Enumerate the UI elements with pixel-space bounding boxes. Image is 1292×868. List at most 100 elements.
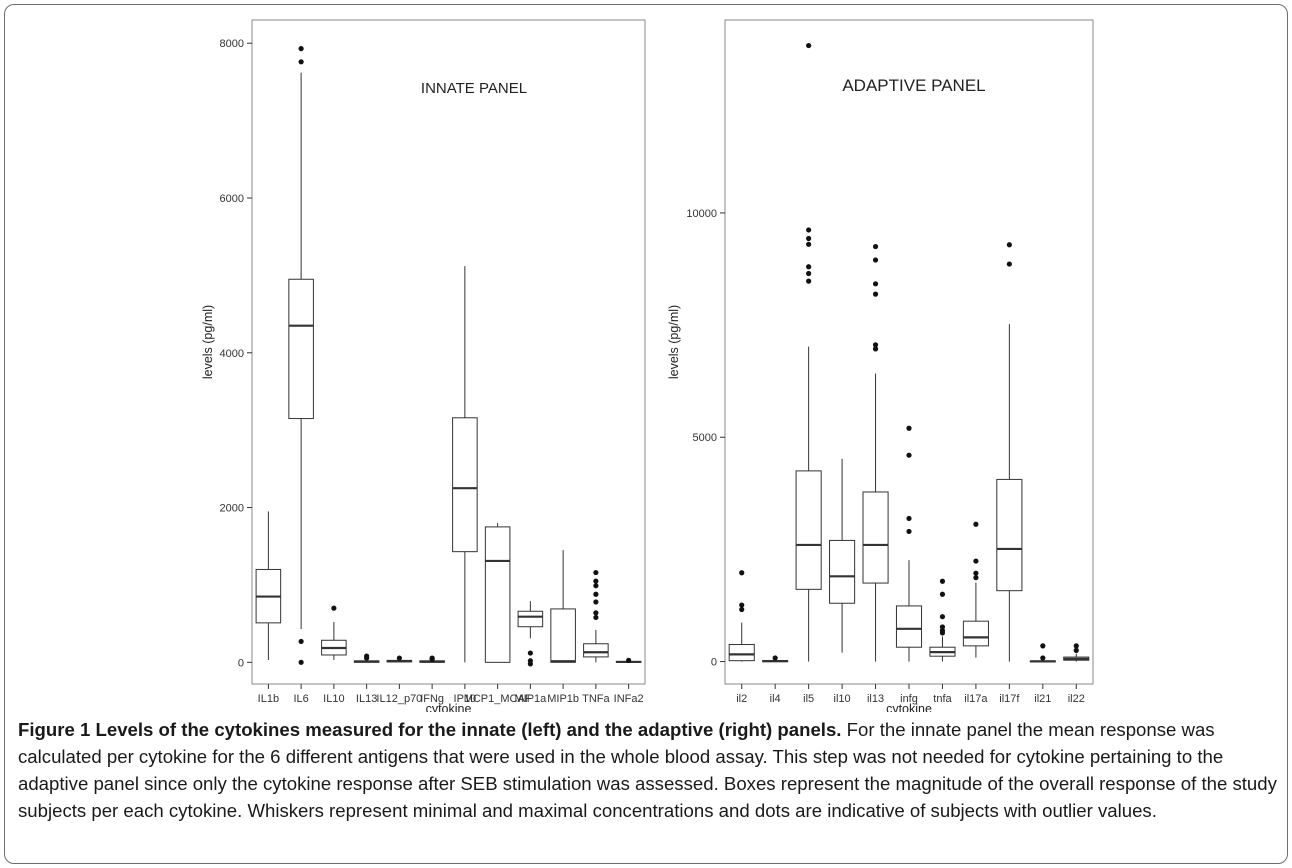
caption-body: For the innate panel the mean response w… (18, 719, 1277, 821)
outlier-point (527, 661, 533, 667)
outlier-point (396, 655, 402, 661)
box-il10 (829, 458, 856, 653)
outlier-point (739, 570, 745, 576)
x-tick-label: MIP1b (547, 693, 579, 705)
box-infg (895, 425, 923, 662)
y-tick-label: 0 (238, 657, 244, 669)
outlier-point (939, 624, 946, 630)
box-il4 (762, 655, 789, 663)
x-tick-label: IL1b (258, 693, 279, 705)
outlier-point (872, 257, 879, 263)
box-iqr (829, 539, 856, 604)
outlier-point (593, 578, 599, 584)
outlier-point (872, 346, 879, 352)
box-iqr (288, 278, 314, 420)
outlier-point (806, 264, 812, 270)
x-tick-label: IFNg (420, 693, 444, 705)
box-TNFa (583, 569, 609, 663)
outlier-point (806, 270, 812, 277)
outlier-point (1040, 643, 1046, 649)
outlier-point (939, 614, 946, 620)
outlier-point (527, 650, 533, 656)
x-tick-label: il5 (803, 693, 814, 705)
y-tick-label: 0 (711, 657, 717, 669)
box-il17f (996, 242, 1023, 662)
box-IL6 (288, 46, 314, 665)
outlier-point (1073, 647, 1079, 653)
outlier-point (973, 575, 979, 581)
x-tick-label: MIP1a (514, 693, 547, 705)
x-tick-label: TNFa (582, 693, 610, 705)
outlier-point (906, 515, 912, 522)
outlier-point (739, 602, 745, 608)
x-tick-label: IL10 (323, 693, 344, 705)
box-iqr (452, 417, 478, 553)
y-tick-label: 6000 (220, 193, 244, 205)
box-il22 (1063, 643, 1090, 662)
y-tick-label: 2000 (220, 503, 244, 515)
outlier-point (906, 425, 912, 431)
outlier-point (806, 278, 812, 284)
box-il13 (862, 243, 889, 662)
box-iqr (517, 610, 544, 628)
box-il17a (962, 521, 989, 658)
x-tick-label: tnfa (933, 693, 952, 705)
outlier-point (1073, 643, 1079, 649)
outlier-point (429, 656, 435, 662)
box-iqr (728, 644, 755, 662)
outlier-point (739, 606, 745, 613)
box-IL10 (321, 605, 347, 661)
box-iqr (795, 470, 822, 590)
chart-panel-1: 0 2000 4000 6000 8000 INNATE PANEL cytokine lev… (201, 19, 646, 712)
plot-border (251, 19, 646, 685)
outlier-point (593, 599, 599, 605)
x-tick-label: il13 (867, 693, 884, 705)
figure-frame (4, 4, 1288, 864)
x-tick-label: il21 (1034, 693, 1051, 705)
x-tick-label: INFa2 (614, 693, 644, 705)
box-MIP1a (517, 601, 544, 667)
y-axis-label: levels (pg/ml) (201, 305, 215, 379)
outlier-point (1040, 655, 1046, 661)
x-tick-label: il17a (964, 693, 988, 705)
outlier-point (298, 46, 304, 52)
box-IFNg (419, 655, 445, 663)
outlier-point (872, 291, 879, 297)
outlier-point (298, 59, 304, 65)
outlier-point (973, 570, 979, 576)
box-iqr (484, 526, 511, 663)
box-tnfa (929, 578, 956, 662)
outlier-point (939, 630, 946, 636)
box-IL12_p70 (386, 655, 413, 663)
box-il2 (728, 570, 755, 662)
x-tick-label: il4 (770, 693, 781, 705)
x-tick-label: IP10 (454, 693, 477, 705)
outlier-point (872, 243, 879, 250)
x-tick-label: il10 (834, 693, 851, 705)
outlier-point (593, 614, 599, 621)
outlier-point (939, 591, 946, 597)
box-INFa2 (615, 657, 642, 664)
y-tick-label: 10000 (686, 208, 717, 220)
outlier-point (806, 42, 812, 49)
outlier-point (806, 235, 812, 242)
panel-label: ADAPTIVE PANEL (842, 76, 985, 95)
outlier-point (806, 241, 812, 247)
y-axis-label: levels (pg/ml) (667, 305, 681, 379)
box-IL13 (353, 653, 380, 663)
outlier-point (593, 591, 599, 597)
outlier-point (806, 227, 812, 233)
figure-caption: Figure 1 Levels of the cytokines measure… (18, 716, 1280, 824)
outlier-point (364, 655, 370, 661)
y-tick-label: 5000 (693, 432, 717, 444)
outlier-point (973, 521, 979, 527)
outlier-point (593, 610, 599, 616)
x-tick-label: infg (900, 693, 918, 705)
y-tick-label: 8000 (220, 38, 244, 50)
outlier-point (872, 281, 879, 287)
outlier-point (973, 558, 979, 564)
x-tick-label: MCP1_MCAF (464, 693, 532, 705)
box-iqr (895, 605, 923, 648)
outlier-point (626, 657, 632, 663)
outlier-point (939, 578, 946, 584)
